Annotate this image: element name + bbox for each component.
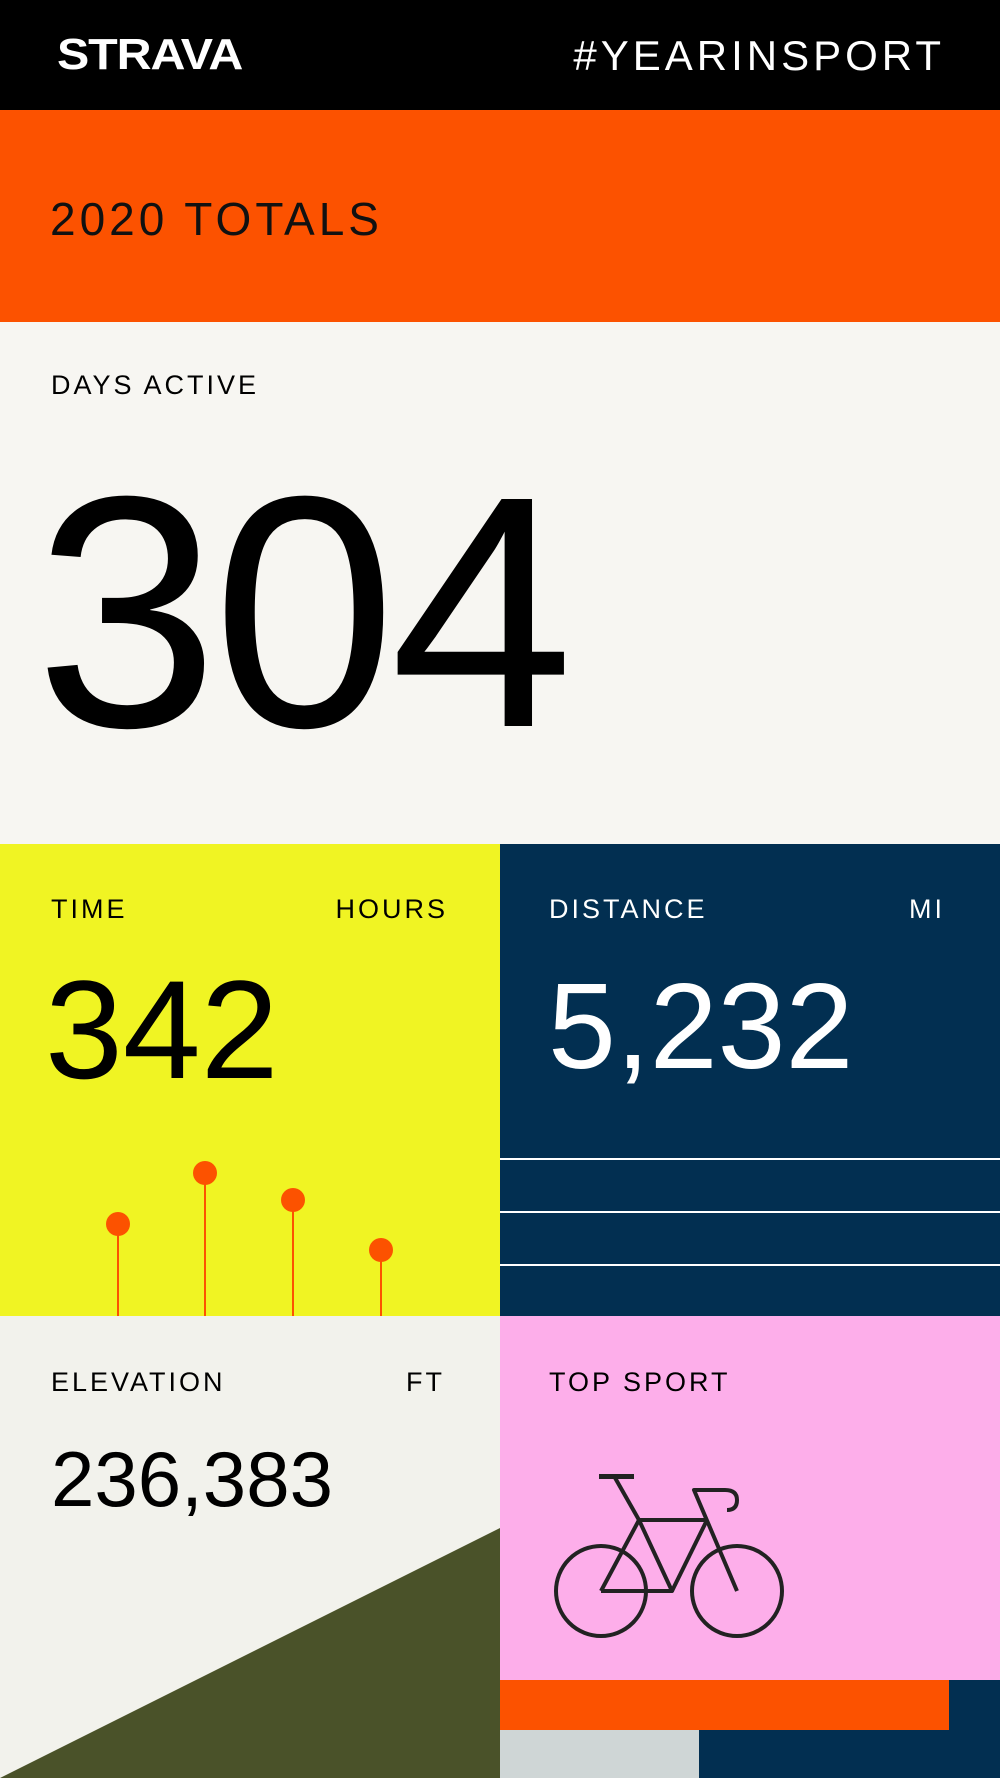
time-card: TIME HOURS 342 [0, 844, 500, 1316]
elevation-slope-decoration [0, 1528, 500, 1778]
divider-line [500, 1211, 1000, 1213]
distance-value: 5,232 [548, 958, 854, 1094]
distance-label: DISTANCE [549, 894, 708, 924]
elevation-label: ELEVATION [51, 1367, 226, 1397]
divider-line [500, 1264, 1000, 1266]
totals-banner: 2020 TOTALS [0, 110, 1000, 322]
lollipop-decoration [106, 1161, 393, 1316]
navy-bar [699, 1730, 949, 1778]
top-sport-card: TOP SPORT [500, 1316, 1000, 1680]
distance-unit: MI [909, 894, 945, 924]
days-active-value: 304 [35, 427, 574, 796]
elevation-card: ELEVATION FT 236,383 [0, 1316, 500, 1778]
totals-title: 2020 TOTALS [50, 193, 383, 245]
header: STRAVA #YEARINSPORT [0, 0, 1000, 110]
divider-line [500, 1158, 1000, 1160]
time-label: TIME [51, 894, 128, 924]
elevation-unit: FT [406, 1367, 445, 1397]
top-sport-label: TOP SPORT [549, 1367, 731, 1397]
distance-card: DISTANCE MI 5,232 [500, 844, 1000, 1316]
navy-block [949, 1680, 1000, 1778]
time-value: 342 [45, 951, 279, 1108]
hashtag: #YEARINSPORT [573, 32, 945, 79]
elevation-value: 236,383 [51, 1435, 333, 1523]
strava-logo: STRAVA [57, 30, 243, 79]
days-active-label: DAYS ACTIVE [51, 370, 260, 400]
bicycle-icon [554, 1474, 784, 1638]
orange-bar [500, 1680, 949, 1730]
time-unit: HOURS [335, 894, 448, 924]
gray-bar [500, 1730, 699, 1778]
days-active-card: DAYS ACTIVE 304 [0, 322, 1000, 844]
